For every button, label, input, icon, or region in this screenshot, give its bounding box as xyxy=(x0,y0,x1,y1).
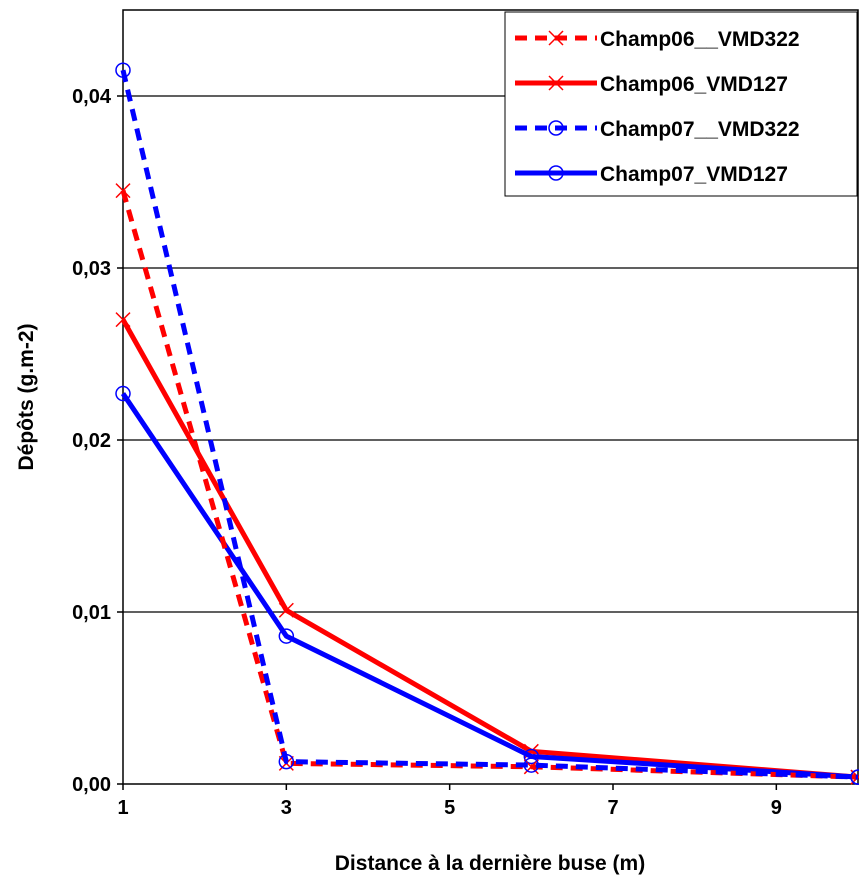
x-tick-label: 5 xyxy=(444,797,455,819)
legend: Champ06__VMD322 Champ06_VMD127 Champ07__VM… xyxy=(504,11,858,197)
legend-label: Champ06__VMD322 xyxy=(600,28,800,51)
series-line xyxy=(120,318,859,780)
data-point xyxy=(278,628,295,644)
legend-entry: Champ07_VMD127 xyxy=(515,163,788,186)
y-tick-label: 0,02 xyxy=(72,430,111,452)
x-tick-label: 7 xyxy=(607,797,618,819)
legend-entry: Champ07__VMD322 xyxy=(515,118,800,141)
data-point xyxy=(115,385,131,402)
data-point xyxy=(278,602,294,618)
legend-marker xyxy=(548,165,564,181)
legend-marker xyxy=(548,120,564,136)
data-point xyxy=(850,769,859,785)
series-line xyxy=(120,392,859,780)
x-tick-label: 9 xyxy=(771,797,782,819)
x-axis: 1 3 5 7 9 xyxy=(117,784,782,819)
x-tick-label: 3 xyxy=(281,797,292,819)
y-axis: 0,00 0,01 0,02 0,03 0,04 xyxy=(72,86,123,796)
legend-entry: Champ06_VMD127 xyxy=(515,73,788,96)
y-tick-label: 0,03 xyxy=(72,258,111,280)
data-point xyxy=(115,312,131,328)
y-tick-label: 0,04 xyxy=(72,86,112,108)
series-group xyxy=(115,62,859,785)
series-2 xyxy=(115,62,859,785)
x-tick-label: 1 xyxy=(117,797,128,819)
data-point xyxy=(115,62,131,78)
data-point xyxy=(115,183,131,199)
legend-label: Champ06_VMD127 xyxy=(600,73,788,96)
legend-label: Champ07_VMD127 xyxy=(600,163,788,186)
data-point xyxy=(278,753,295,770)
data-point xyxy=(523,757,540,773)
legend-box xyxy=(504,11,858,197)
y-tick-label: 0,01 xyxy=(72,602,111,624)
legend-label: Champ07__VMD322 xyxy=(600,118,800,141)
data-point xyxy=(523,759,539,775)
grid-lines xyxy=(123,95,858,613)
legend-marker xyxy=(548,75,564,91)
x-axis-title: Distance à la dernière buse (m) xyxy=(335,852,645,875)
series-line xyxy=(120,189,859,780)
legend-marker xyxy=(548,30,564,46)
data-point xyxy=(523,748,540,765)
y-axis-title: Dépôts (g.m-2) xyxy=(15,324,38,471)
y-tick-label: 0,00 xyxy=(72,774,111,796)
legend-entry: Champ06__VMD322 xyxy=(515,28,800,51)
